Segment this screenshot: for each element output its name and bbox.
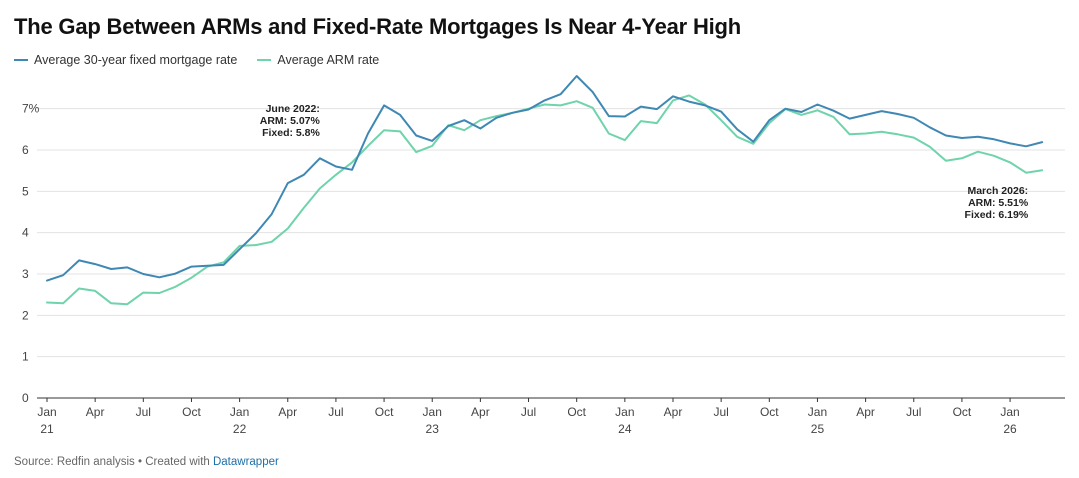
y-tick-label: 5 bbox=[22, 184, 29, 198]
x-tick-label: Jul bbox=[906, 405, 921, 419]
annotation-text: ARM: 5.51% bbox=[968, 197, 1029, 209]
x-tick-label: Jul bbox=[328, 405, 343, 419]
x-tick-label: Jan bbox=[1000, 405, 1019, 419]
annotation-text: Fixed: 6.19% bbox=[965, 209, 1029, 221]
y-tick-label: 6 bbox=[22, 143, 29, 157]
legend-label-arm: Average ARM rate bbox=[277, 53, 380, 67]
x-tick-label: Oct bbox=[760, 405, 779, 419]
x-tick-label: Apr bbox=[664, 405, 683, 419]
x-tick-label: Jul bbox=[136, 405, 151, 419]
x-tick-label: Jan bbox=[423, 405, 442, 419]
y-tick-label: 1 bbox=[22, 350, 29, 364]
annotation-text: June 2022: bbox=[266, 103, 320, 115]
x-tick-label: Jan bbox=[230, 405, 249, 419]
legend-swatch-fixed bbox=[14, 59, 28, 61]
x-tick-label: Jan bbox=[615, 405, 634, 419]
legend: Average 30-year fixed mortgage rate Aver… bbox=[14, 53, 379, 67]
x-tick-year-label: 25 bbox=[811, 422, 825, 436]
legend-swatch-arm bbox=[257, 59, 272, 61]
footer: Source: Redfin analysis • Created with D… bbox=[14, 456, 279, 468]
legend-item-arm: Average ARM rate bbox=[257, 53, 379, 67]
x-tick-label: Jul bbox=[521, 405, 536, 419]
x-tick-label: Apr bbox=[86, 405, 105, 419]
x-tick-year-label: 23 bbox=[426, 422, 440, 436]
legend-label-fixed: Average 30-year fixed mortgage rate bbox=[34, 53, 238, 67]
x-tick-label: Oct bbox=[375, 405, 394, 419]
footer-separator: • Created with bbox=[134, 456, 213, 468]
series-line-arm bbox=[46, 94, 1044, 306]
annotation-text: ARM: 5.07% bbox=[260, 115, 321, 127]
x-tick-label: Oct bbox=[567, 405, 586, 419]
source-note: Source: Redfin analysis bbox=[14, 456, 135, 468]
y-tick-label: 4 bbox=[22, 226, 29, 240]
legend-item-fixed: Average 30-year fixed mortgage rate bbox=[14, 53, 237, 67]
datawrapper-link[interactable]: Datawrapper bbox=[212, 456, 279, 468]
x-tick-label: Apr bbox=[856, 405, 875, 419]
x-tick-label: Oct bbox=[182, 405, 201, 419]
x-tick-year-label: 26 bbox=[1003, 422, 1017, 436]
x-tick-label: Apr bbox=[471, 405, 490, 419]
x-tick-label: Jul bbox=[713, 405, 728, 419]
y-tick-label: 7% bbox=[22, 102, 40, 116]
annotation-text: Fixed: 5.8% bbox=[262, 127, 320, 139]
annotation-text: March 2026: bbox=[967, 185, 1028, 197]
x-tick-label: Apr bbox=[278, 405, 297, 419]
series-line-fixed bbox=[46, 75, 1044, 282]
x-tick-label: Jan bbox=[37, 405, 56, 419]
y-tick-label: 3 bbox=[22, 267, 29, 281]
y-tick-label: 0 bbox=[22, 391, 29, 405]
x-tick-year-label: 21 bbox=[40, 422, 54, 436]
x-tick-year-label: 22 bbox=[233, 422, 247, 436]
x-tick-label: Oct bbox=[953, 405, 972, 419]
x-tick-year-label: 24 bbox=[618, 422, 632, 436]
y-tick-label: 2 bbox=[22, 308, 29, 322]
chart-title: The Gap Between ARMs and Fixed-Rate Mort… bbox=[14, 14, 742, 39]
x-tick-label: Jan bbox=[808, 405, 827, 419]
